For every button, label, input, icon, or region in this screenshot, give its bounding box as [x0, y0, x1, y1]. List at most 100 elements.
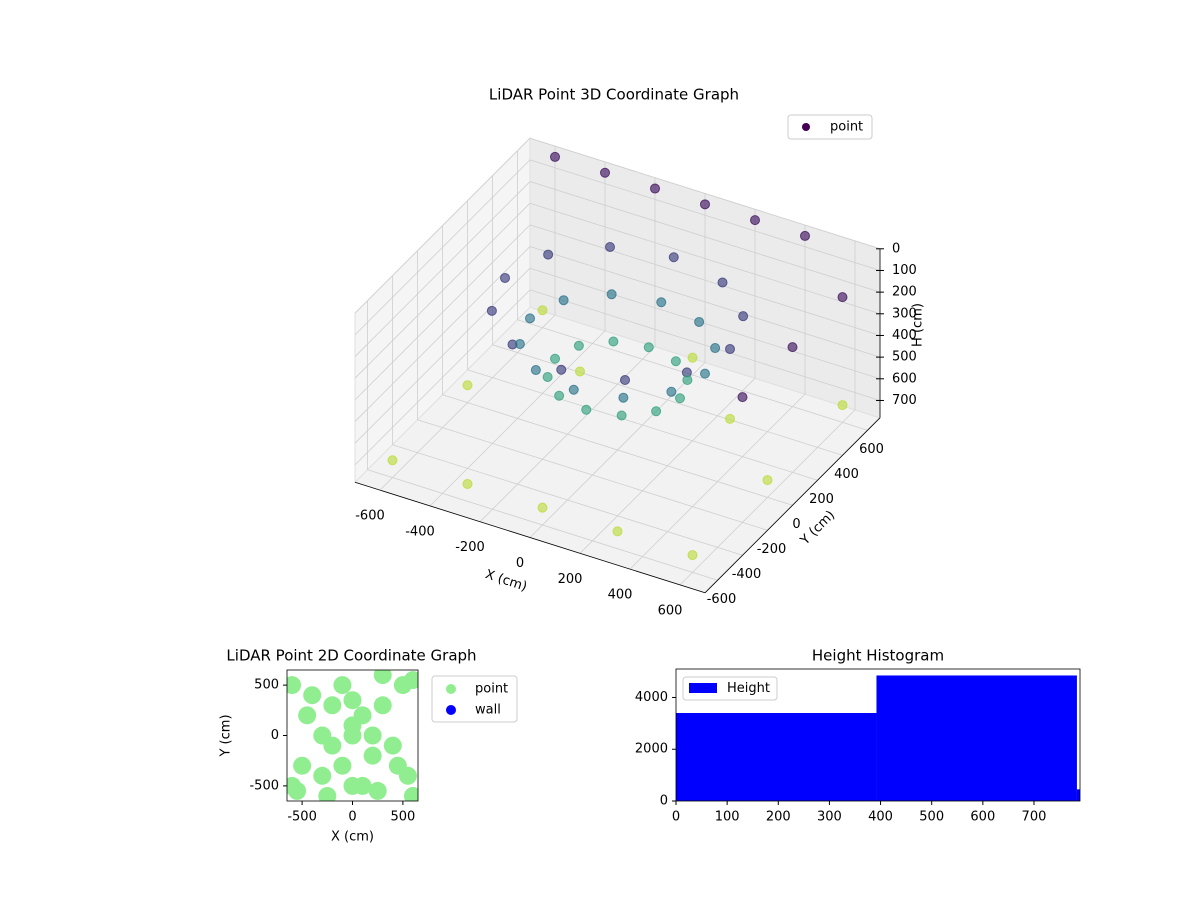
point — [542, 371, 553, 382]
x-tick-label: 400 — [608, 588, 633, 603]
plot-area — [287, 670, 418, 801]
point — [500, 272, 510, 283]
point — [323, 696, 342, 715]
point — [643, 342, 654, 353]
point — [525, 313, 535, 324]
bar — [1076, 789, 1080, 801]
grid-line — [492, 344, 843, 456]
x-tick-label: 600 — [970, 810, 995, 825]
legend-label: point — [475, 682, 508, 697]
point — [373, 696, 392, 715]
x-axis-label: X (cm) — [483, 567, 529, 595]
point — [403, 671, 418, 690]
point — [608, 336, 619, 347]
legend-marker — [689, 683, 717, 693]
z-tick-label: 0 — [892, 241, 900, 256]
point — [554, 390, 565, 401]
point — [543, 249, 554, 260]
point — [568, 384, 579, 395]
y-tick-label: 2000 — [635, 742, 668, 757]
point — [323, 736, 342, 755]
point — [725, 344, 735, 355]
x-axis-label: X (cm) — [331, 830, 374, 845]
point — [618, 392, 629, 403]
x-tick-label: 400 — [868, 810, 893, 825]
axis-line — [354, 481, 706, 594]
point — [558, 295, 569, 306]
point — [750, 215, 760, 226]
y-tick-label: 400 — [834, 467, 859, 482]
y-tick-label: -400 — [732, 567, 762, 582]
grid-line — [467, 369, 818, 481]
point — [573, 340, 584, 351]
y-axis-label: Y (cm) — [797, 508, 838, 549]
axis-line — [704, 417, 881, 594]
chart-title: LiDAR Point 3D Coordinate Graph — [489, 86, 739, 104]
z-axis-label: H (cm) — [911, 303, 926, 347]
legend-marker — [446, 705, 456, 715]
grid-line — [354, 289, 531, 466]
point — [343, 691, 362, 710]
bar — [876, 675, 1077, 801]
x-tick-label: -600 — [355, 509, 385, 524]
y-tick-label: 0 — [660, 794, 668, 809]
point — [694, 316, 705, 327]
point — [675, 393, 685, 404]
point — [313, 766, 332, 785]
x-tick-label: 500 — [919, 810, 944, 825]
point — [837, 400, 848, 411]
point — [388, 756, 407, 775]
point — [651, 406, 662, 417]
point — [687, 550, 698, 561]
plot-area — [387, 151, 848, 561]
grid-line — [529, 159, 881, 271]
legend-box — [787, 114, 873, 140]
grid-line — [529, 202, 881, 315]
legend-label: Height — [727, 681, 770, 696]
axes-frame — [675, 668, 1081, 802]
z-tick-label: 600 — [892, 371, 917, 386]
point — [581, 404, 592, 415]
x-tick-label: 300 — [817, 810, 842, 825]
x-tick-label: 200 — [766, 810, 791, 825]
point — [333, 676, 352, 695]
grid-line — [529, 224, 881, 336]
x-tick-label: 200 — [558, 572, 583, 587]
point — [605, 241, 615, 252]
point — [550, 151, 560, 162]
x-tick-label: 0 — [348, 810, 356, 825]
point — [287, 676, 302, 695]
point — [387, 455, 398, 466]
point — [606, 289, 617, 300]
grid-line — [529, 246, 881, 358]
point — [616, 410, 627, 421]
grid-line — [529, 137, 881, 250]
grid-line — [354, 202, 531, 379]
legend-label: point — [830, 120, 863, 135]
point — [403, 786, 418, 801]
chart-title: LiDAR Point 2D Coordinate Graph — [226, 647, 476, 665]
y-tick-label: -200 — [757, 542, 787, 557]
grid-line — [529, 289, 881, 401]
x-tick-label: 500 — [390, 810, 415, 825]
legend-label: wall — [475, 703, 501, 718]
x-tick-label: -200 — [455, 540, 485, 555]
legend-marker — [446, 684, 456, 694]
y-axis-label: Y (cm) — [219, 714, 234, 757]
x-tick-label: 0 — [516, 556, 524, 571]
point — [486, 305, 497, 316]
point — [620, 375, 630, 386]
point — [363, 726, 382, 745]
grid-line — [354, 267, 531, 444]
point — [333, 756, 352, 775]
point — [800, 230, 810, 241]
y-tick-label: 500 — [254, 678, 279, 693]
point — [787, 342, 798, 353]
y-tick-label: 0 — [271, 728, 279, 743]
y-tick-label: 0 — [792, 517, 800, 532]
point — [725, 413, 735, 424]
point — [575, 366, 585, 377]
z-tick-label: 100 — [892, 263, 917, 278]
z-tick-label: 400 — [892, 328, 917, 343]
